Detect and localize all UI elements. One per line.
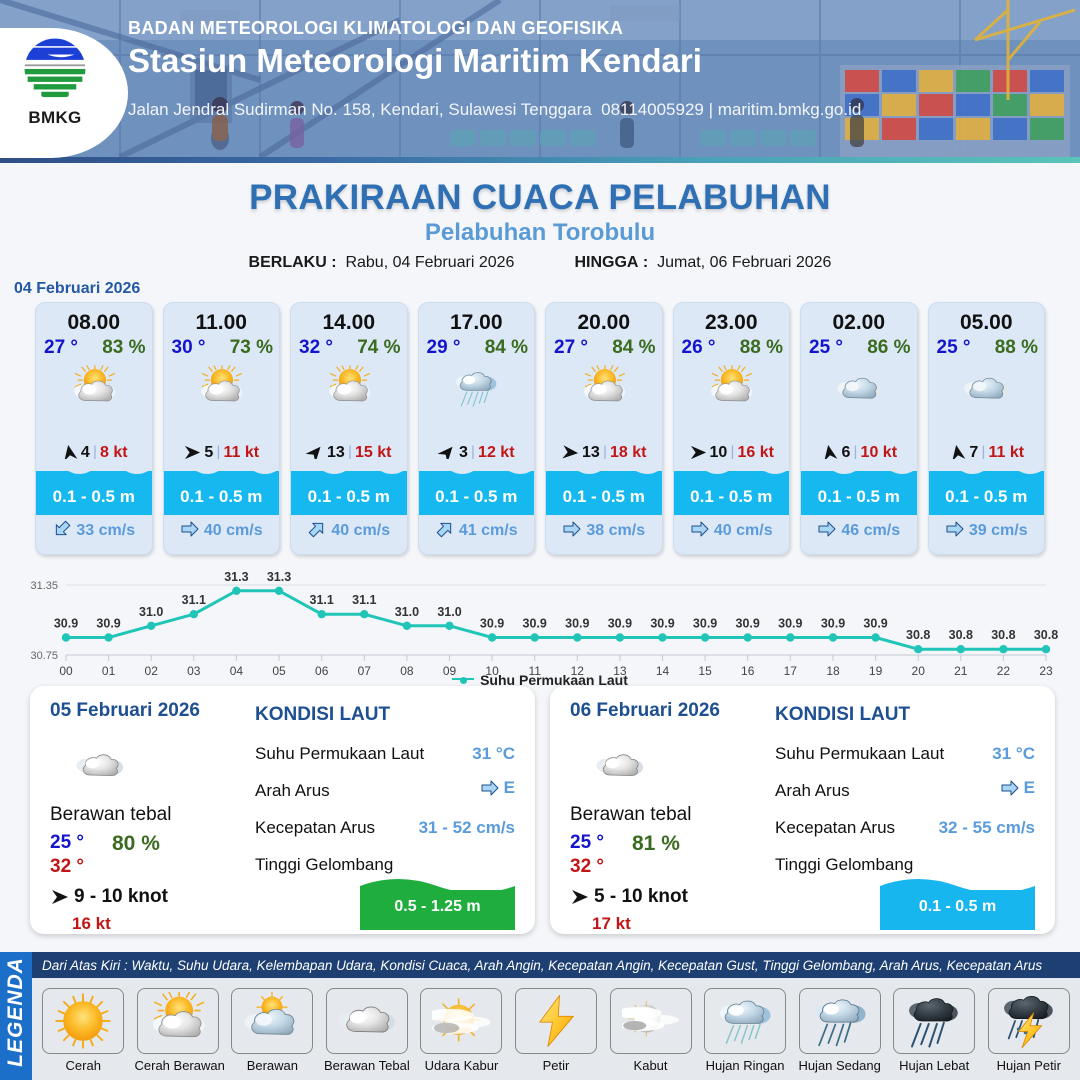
svg-text:30.9: 30.9 — [54, 617, 78, 631]
svg-text:30.9: 30.9 — [608, 617, 632, 631]
svg-text:31.1: 31.1 — [310, 593, 334, 607]
svg-text:30.9: 30.9 — [96, 617, 120, 631]
svg-text:30.8: 30.8 — [949, 628, 973, 642]
svg-text:30.9: 30.9 — [778, 617, 802, 631]
svg-text:31.1: 31.1 — [352, 593, 376, 607]
svg-text:30.8: 30.8 — [991, 628, 1015, 642]
svg-text:31.0: 31.0 — [139, 605, 163, 619]
svg-text:31.1: 31.1 — [182, 593, 206, 607]
svg-text:30.8: 30.8 — [906, 628, 930, 642]
svg-text:30.9: 30.9 — [565, 617, 589, 631]
svg-text:30.75: 30.75 — [30, 650, 58, 662]
svg-text:30.9: 30.9 — [863, 617, 887, 631]
svg-text:31.3: 31.3 — [267, 570, 291, 584]
svg-text:31.35: 31.35 — [30, 580, 58, 592]
svg-text:30.9: 30.9 — [650, 617, 674, 631]
svg-text:31.0: 31.0 — [437, 605, 461, 619]
svg-text:31.3: 31.3 — [224, 570, 248, 584]
svg-text:30.8: 30.8 — [1034, 628, 1058, 642]
svg-text:30.9: 30.9 — [480, 617, 504, 631]
svg-text:30.9: 30.9 — [736, 617, 760, 631]
svg-text:30.9: 30.9 — [821, 617, 845, 631]
svg-text:30.9: 30.9 — [693, 617, 717, 631]
svg-text:30.9: 30.9 — [523, 617, 547, 631]
svg-text:31.0: 31.0 — [395, 605, 419, 619]
